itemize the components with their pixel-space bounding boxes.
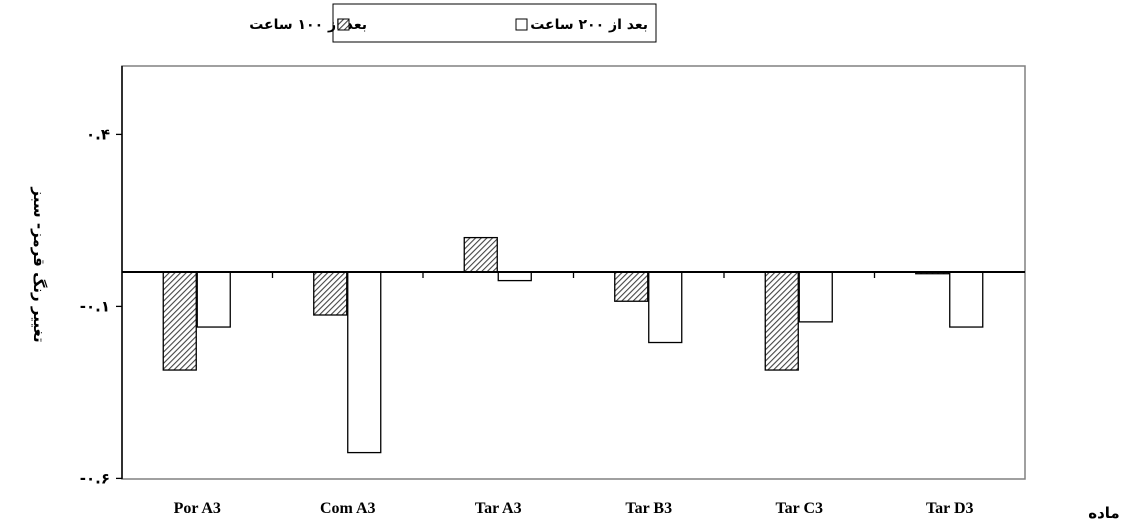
x-tick-label: Tar D3	[926, 500, 974, 517]
x-tick-label: Tar A3	[475, 500, 522, 517]
x-tick-label: Com A3	[320, 500, 376, 517]
bar-tar-b3-series-2	[648, 271, 683, 344]
bar-tar-b3-series-1	[614, 271, 649, 302]
y-tick-label: ۰.۴	[86, 125, 110, 143]
bar-tar-a3-series-2	[497, 271, 532, 282]
bar-tar-d3-series-2	[949, 271, 984, 328]
legend-label-series-2: بعد از ۲۰۰ ساعت	[530, 17, 648, 33]
x-tick-label: Tar B3	[625, 500, 672, 517]
bar-tar-c3-series-1	[764, 271, 799, 371]
bar-com-a3-series-2	[347, 271, 382, 454]
bar-tar-c3-series-2	[798, 271, 833, 323]
x-axis-label: ماده	[1088, 504, 1119, 522]
bar-tar-a3-series-1	[463, 236, 498, 273]
bar-com-a3-series-1	[313, 271, 348, 316]
axes-layer: Por A3 Com A3 Tar A3 Tar B3 Tar C3 Tar D3 ۰.۴ -…	[80, 66, 1025, 517]
bar-por-a3-series-2	[196, 271, 231, 328]
legend-box	[332, 3, 657, 43]
legend: بعد از ۱۰۰ ساعت بعد از ۲۰۰ ساعت	[249, 3, 657, 43]
y-tick-label: -۰.۶	[80, 469, 110, 487]
y-tick-label: -۰.۱	[80, 297, 110, 315]
x-tick-label: Tar C3	[775, 500, 823, 517]
x-tick-label: Por A3	[174, 500, 221, 517]
bar-por-a3-series-1	[162, 271, 197, 371]
y-axis-label: تغییر رنگ قرمز- سبز	[30, 186, 48, 342]
legend-swatch-series-2	[515, 18, 528, 31]
legend-swatch-series-1	[337, 18, 350, 31]
